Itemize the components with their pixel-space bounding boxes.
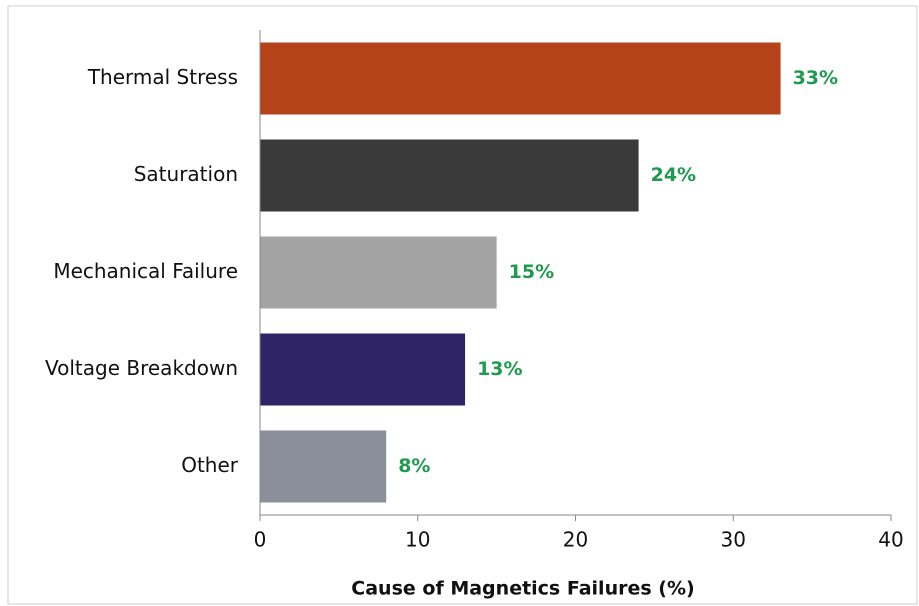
bar <box>260 42 781 115</box>
value-label: 24% <box>651 164 696 186</box>
x-tick-label: 40 <box>878 528 903 552</box>
y-tick-label: Voltage Breakdown <box>45 356 238 380</box>
x-tick-label: 10 <box>405 528 430 552</box>
y-tick-label: Thermal Stress <box>87 65 238 89</box>
x-tick-label: 20 <box>563 528 588 552</box>
value-label: 13% <box>477 358 522 380</box>
value-label: 8% <box>398 455 430 477</box>
value-label: 15% <box>509 261 554 283</box>
bar <box>260 236 497 309</box>
x-axis-title: Cause of Magnetics Failures (%) <box>351 578 694 600</box>
y-tick-label: Other <box>181 453 239 477</box>
x-tick-label: 30 <box>721 528 746 552</box>
bar <box>260 430 387 503</box>
value-label: 33% <box>793 67 838 89</box>
y-tick-label: Saturation <box>134 162 238 186</box>
y-tick-label: Mechanical Failure <box>53 259 238 283</box>
x-tick-label: 0 <box>254 528 267 552</box>
bar <box>260 333 466 406</box>
bar <box>260 139 639 212</box>
